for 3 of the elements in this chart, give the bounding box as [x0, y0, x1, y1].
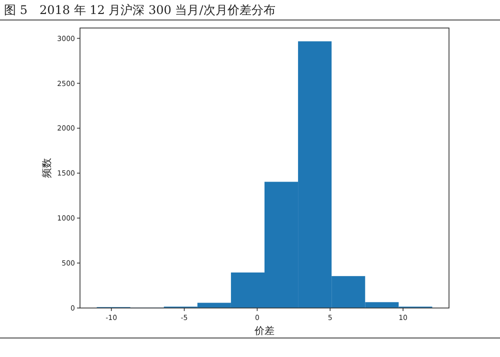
y-axis-title: 频数 — [41, 158, 53, 178]
chart-title: 图 5 2018 年 12 月沪深 300 当月/次月价差分布 — [4, 3, 276, 17]
x-axis-title: 价差 — [254, 325, 274, 337]
